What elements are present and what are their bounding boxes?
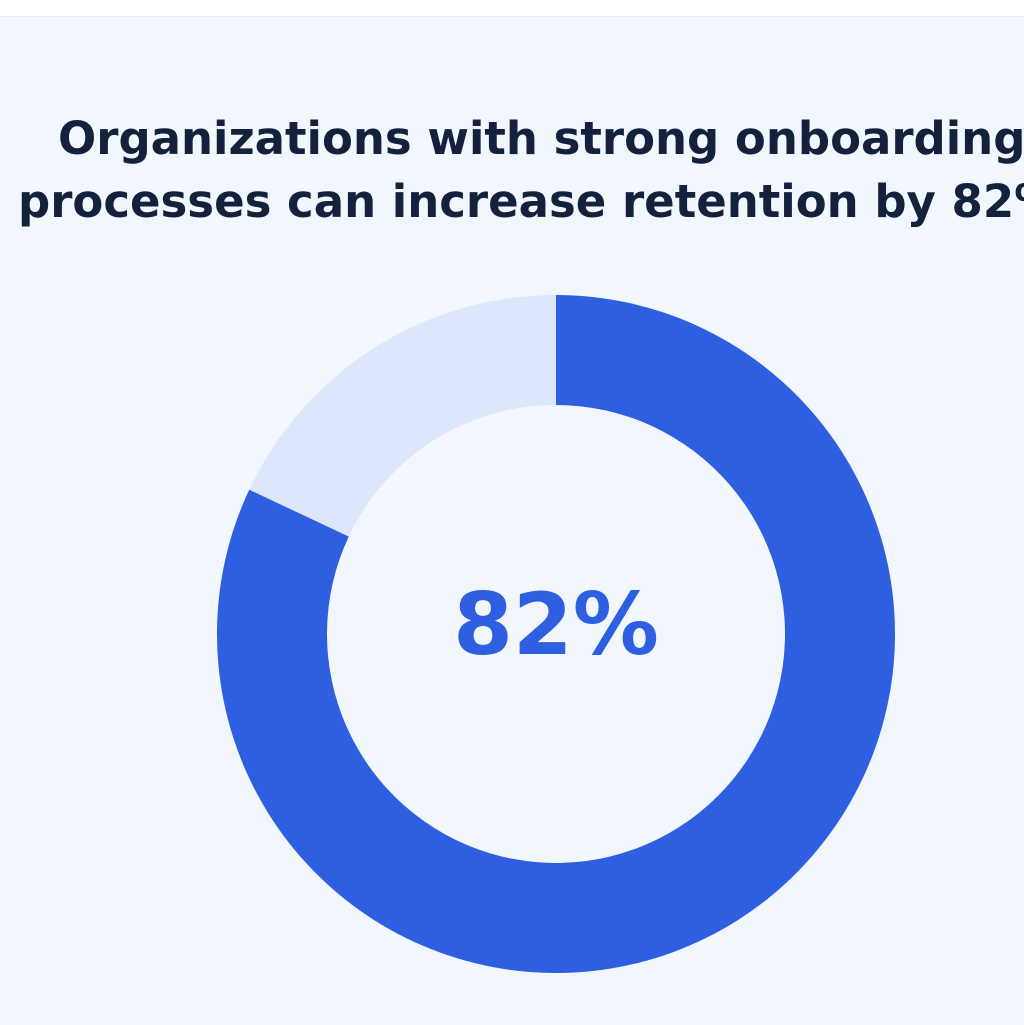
title-line-1: Organizations with strong onboarding: [58, 112, 1024, 165]
center-percentage: 82%: [453, 575, 659, 675]
title-line-2: processes can increase retention by 82%: [18, 175, 1024, 228]
slice-remainder: [249, 295, 557, 537]
slice-retention: [217, 295, 895, 973]
